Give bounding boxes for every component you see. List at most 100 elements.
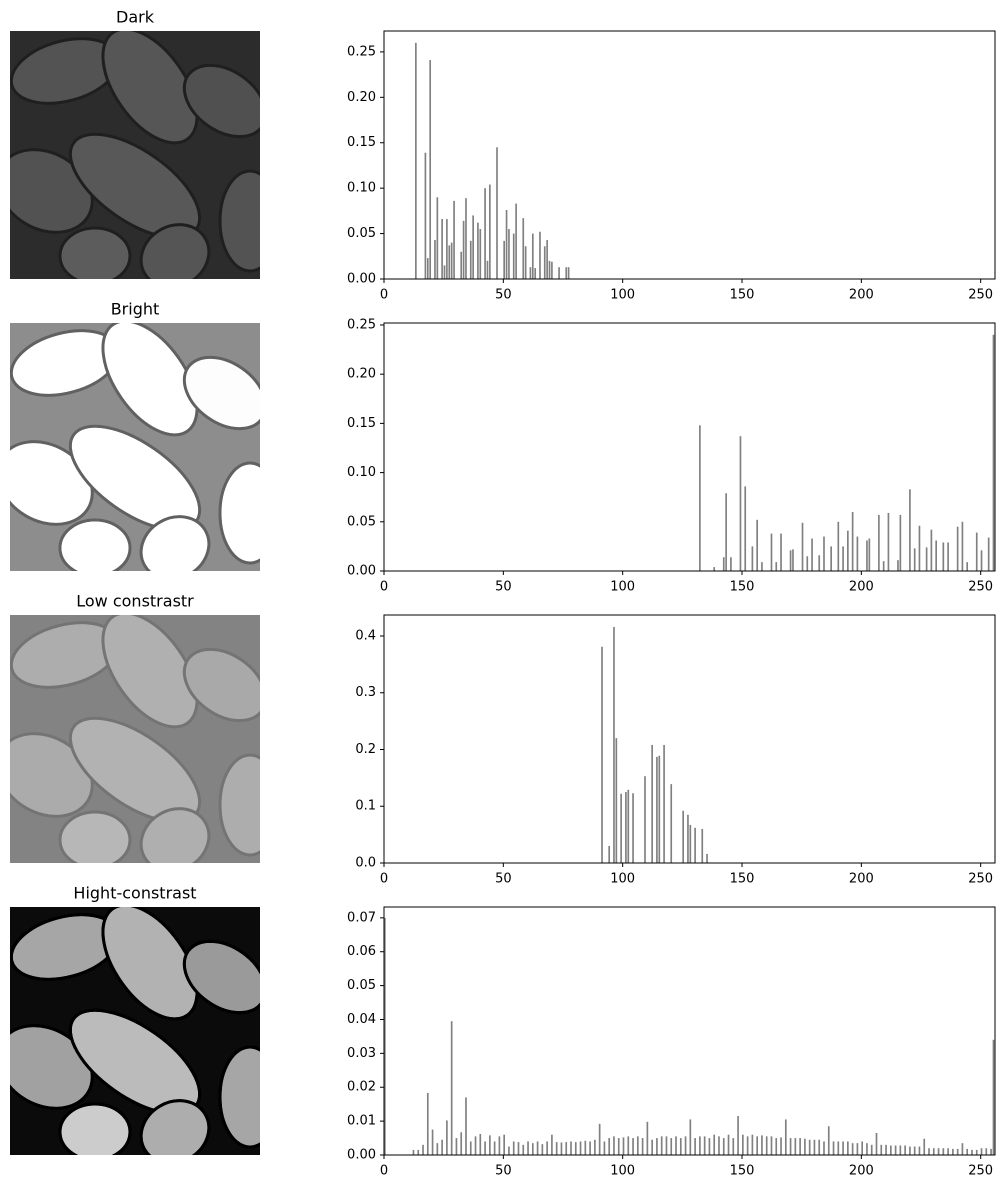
bar [789,1138,792,1155]
bar [455,1138,458,1155]
bar [570,1141,572,1155]
bar [479,229,482,279]
bar [913,1146,916,1155]
bar [880,1144,883,1155]
y-tick-label: 0.25 [347,44,376,59]
bar [925,547,928,571]
bar [882,561,885,571]
bar [780,533,782,571]
image-title: Bright [111,300,160,319]
x-tick-label: 50 [495,288,512,303]
bar [493,1141,496,1155]
bar [966,1148,969,1155]
bar [689,824,692,863]
bar [620,793,622,863]
bar [947,1148,949,1155]
bar [663,744,665,863]
bar [670,1138,673,1155]
bar [560,1142,563,1155]
bar [837,1141,840,1155]
y-tick-label: 0.1 [355,799,376,814]
bar [761,562,763,571]
bar [992,334,995,571]
y-tick-label: 0.10 [347,465,376,480]
y-tick-label: 0.07 [347,910,376,925]
bar [909,489,911,571]
bar [684,1136,687,1155]
bar [737,1116,739,1155]
bar [543,246,546,279]
image-bright [10,323,260,571]
y-tick-label: 0.0 [355,856,376,871]
x-tick-label: 250 [968,580,993,595]
bar [505,209,508,279]
bar [830,546,832,571]
bar [474,1136,477,1155]
axes-frame [383,614,996,864]
bar [832,1141,835,1155]
bar [775,562,778,571]
bar [665,1136,668,1155]
bar [656,1138,658,1155]
y-tick-label: 0.25 [347,317,376,332]
bar [555,1142,558,1155]
bar [985,1148,988,1155]
bar [718,1136,720,1155]
bar [725,493,727,571]
bar [942,542,945,571]
y-tick-label: 0.03 [347,1046,376,1061]
axes-frame [383,30,996,280]
y-tick-label: 0.15 [347,416,376,431]
bar [961,521,964,571]
bar [670,784,673,863]
bar [424,152,427,279]
bar [932,1148,935,1155]
bar [889,1145,892,1155]
bar [426,258,429,279]
y-tick-label: 0.05 [347,226,376,241]
bar [651,1139,653,1155]
bar [579,1141,582,1155]
bar [613,1136,615,1155]
bar [682,810,685,863]
bar [751,546,754,571]
y-tick-label: 0.20 [347,90,376,105]
bar [598,1123,601,1155]
bar [694,1138,696,1155]
y-tick-label: 0.2 [355,742,376,757]
bar [804,1138,806,1155]
bar [851,1143,854,1155]
x-tick-label: 200 [849,580,874,595]
bar [699,1136,701,1155]
bar [808,1139,811,1155]
bar [651,744,653,863]
bar [517,1142,520,1155]
bar [477,222,479,279]
bar [689,1119,692,1155]
axes-frame [383,322,996,572]
bar [512,233,515,279]
bar [899,514,902,571]
bar [565,1142,568,1155]
x-tick-label: 0 [380,1164,388,1179]
bar [567,267,570,279]
bar [742,1134,744,1155]
bar [443,265,446,279]
bar [469,1141,472,1155]
bar [801,522,804,571]
bar [765,1136,768,1155]
bar [937,1148,940,1155]
bar [952,1148,954,1155]
bar [775,1138,778,1155]
y-tick-label: 0.00 [347,272,376,287]
bar [574,1142,577,1155]
bar [534,268,537,279]
bar [486,260,489,279]
bar [548,260,551,279]
x-tick-label: 50 [495,580,512,595]
bar [646,1121,649,1155]
image-low-contrast [10,615,260,863]
bar [699,425,701,571]
x-tick-label: 100 [610,1164,635,1179]
